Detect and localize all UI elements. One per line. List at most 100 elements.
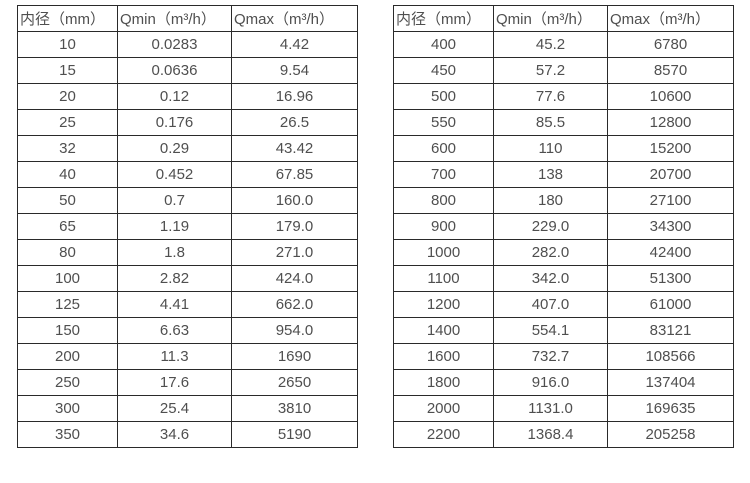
- table-cell: 271.0: [231, 239, 358, 266]
- table-cell: 1.19: [117, 213, 232, 240]
- table-cell: 179.0: [231, 213, 358, 240]
- table-cell: 43.42: [231, 135, 358, 162]
- table-cell: 300: [17, 395, 118, 422]
- table-cell: 0.176: [117, 109, 232, 136]
- table-cell: 57.2: [493, 57, 608, 84]
- table-row: 50 0.7 160.0: [17, 187, 358, 214]
- table-row: 125 4.41 662.0: [17, 291, 358, 318]
- table-cell: 6.63: [117, 317, 232, 344]
- table-cell: 10600: [607, 83, 734, 110]
- table-cell: 80: [17, 239, 118, 266]
- table-cell: 342.0: [493, 265, 608, 292]
- table-cell: 25: [17, 109, 118, 136]
- table-cell: 16.96: [231, 83, 358, 110]
- column-header: Qmax（m³/h）: [607, 5, 734, 32]
- table-cell: 27100: [607, 187, 734, 214]
- table-cell: 15: [17, 57, 118, 84]
- column-header: 内径（mm）: [393, 5, 494, 32]
- table-cell: 205258: [607, 421, 734, 448]
- table-cell: 34300: [607, 213, 734, 240]
- table-row: 600 110 15200: [393, 135, 734, 162]
- table-cell: 160.0: [231, 187, 358, 214]
- table-cell: 229.0: [493, 213, 608, 240]
- table-row: 450 57.2 8570: [393, 57, 734, 84]
- table-row: 1400 554.1 83121: [393, 317, 734, 344]
- table-cell: 0.0283: [117, 31, 232, 58]
- table-row: 1100 342.0 51300: [393, 265, 734, 292]
- table-row: 500 77.6 10600: [393, 83, 734, 110]
- table-cell: 1100: [393, 265, 494, 292]
- table-row: 40 0.452 67.85: [17, 161, 358, 188]
- table-cell: 3810: [231, 395, 358, 422]
- table-cell: 100: [17, 265, 118, 292]
- table-cell: 0.12: [117, 83, 232, 110]
- table-cell: 1800: [393, 369, 494, 396]
- table-cell: 424.0: [231, 265, 358, 292]
- column-header: Qmin（m³/h）: [117, 5, 232, 32]
- table-cell: 1690: [231, 343, 358, 370]
- table-row: 900 229.0 34300: [393, 213, 734, 240]
- table-row: 400 45.2 6780: [393, 31, 734, 58]
- table-cell: 12800: [607, 109, 734, 136]
- table-cell: 40: [17, 161, 118, 188]
- table-cell: 150: [17, 317, 118, 344]
- table-cell: 45.2: [493, 31, 608, 58]
- table-cell: 0.0636: [117, 57, 232, 84]
- table-cell: 17.6: [117, 369, 232, 396]
- flow-spec-table-large-diameters: 内径（mm） Qmin（m³/h） Qmax（m³/h） 400 45.2 6780 45…: [393, 5, 734, 448]
- table-cell: 2000: [393, 395, 494, 422]
- table-cell: 1.8: [117, 239, 232, 266]
- table-cell: 10: [17, 31, 118, 58]
- table-cell: 11.3: [117, 343, 232, 370]
- table-cell: 400: [393, 31, 494, 58]
- table-row: 350 34.6 5190: [17, 421, 358, 448]
- table-cell: 500: [393, 83, 494, 110]
- table-cell: 0.7: [117, 187, 232, 214]
- table-cell: 2650: [231, 369, 358, 396]
- table-row: 2000 1131.0 169635: [393, 395, 734, 422]
- table-cell: 732.7: [493, 343, 608, 370]
- page-container: 内径（mm） Qmin（m³/h） Qmax（m³/h） 10 0.0283 4.42 1…: [17, 5, 734, 448]
- table-cell: 5190: [231, 421, 358, 448]
- table-row: 300 25.4 3810: [17, 395, 358, 422]
- table-row: 800 180 27100: [393, 187, 734, 214]
- table-cell: 51300: [607, 265, 734, 292]
- table-row: 1200 407.0 61000: [393, 291, 734, 318]
- table-cell: 1400: [393, 317, 494, 344]
- table-cell: 85.5: [493, 109, 608, 136]
- table-cell: 65: [17, 213, 118, 240]
- table-cell: 138: [493, 161, 608, 188]
- table-cell: 1200: [393, 291, 494, 318]
- table-row: 550 85.5 12800: [393, 109, 734, 136]
- table-cell: 180: [493, 187, 608, 214]
- table-cell: 61000: [607, 291, 734, 318]
- table-cell: 0.452: [117, 161, 232, 188]
- table-cell: 137404: [607, 369, 734, 396]
- table-row: 200 11.3 1690: [17, 343, 358, 370]
- table-row: 10 0.0283 4.42: [17, 31, 358, 58]
- table-cell: 26.5: [231, 109, 358, 136]
- table-row: 32 0.29 43.42: [17, 135, 358, 162]
- table-cell: 2.82: [117, 265, 232, 292]
- table-cell: 550: [393, 109, 494, 136]
- table-cell: 9.54: [231, 57, 358, 84]
- table-cell: 8570: [607, 57, 734, 84]
- table-cell: 25.4: [117, 395, 232, 422]
- table-row: 700 138 20700: [393, 161, 734, 188]
- header-row: 内径（mm） Qmin（m³/h） Qmax（m³/h）: [393, 5, 734, 32]
- table-cell: 2200: [393, 421, 494, 448]
- table-cell: 1131.0: [493, 395, 608, 422]
- table-cell: 77.6: [493, 83, 608, 110]
- table-cell: 15200: [607, 135, 734, 162]
- table-cell: 662.0: [231, 291, 358, 318]
- table-cell: 1600: [393, 343, 494, 370]
- table-row: 15 0.0636 9.54: [17, 57, 358, 84]
- table-cell: 20700: [607, 161, 734, 188]
- column-header: 内径（mm）: [17, 5, 118, 32]
- table-cell: 108566: [607, 343, 734, 370]
- table-row: 20 0.12 16.96: [17, 83, 358, 110]
- table-row: 1000 282.0 42400: [393, 239, 734, 266]
- table-cell: 20: [17, 83, 118, 110]
- table-row: 80 1.8 271.0: [17, 239, 358, 266]
- table-cell: 0.29: [117, 135, 232, 162]
